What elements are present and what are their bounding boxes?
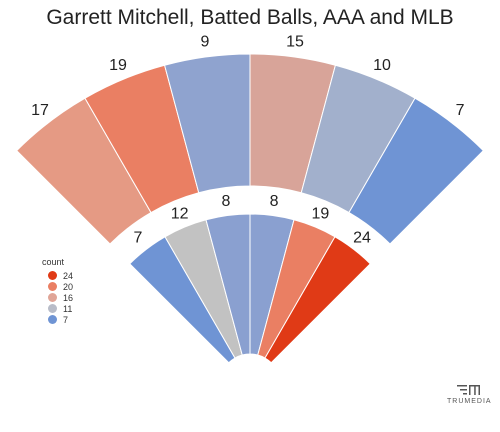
outfield-value-label: 10 (373, 57, 391, 74)
outfield-value-label: 19 (109, 57, 127, 74)
zone-value-labels: 17 19 9 15 10 7 7 12 8 8 19 24 (31, 33, 464, 246)
legend-swatch (48, 304, 57, 313)
infield-value-label: 19 (312, 206, 330, 223)
trumedia-logo-icon (457, 385, 480, 395)
legend-swatch (48, 293, 57, 302)
outfield-value-label: 9 (201, 33, 210, 50)
infield-zone-1b (264, 236, 371, 364)
brand-name: TRUMEDIA (447, 398, 492, 405)
color-legend: count 24 20 16 11 7 (42, 257, 73, 325)
legend-swatch (48, 271, 57, 280)
legend-swatch (48, 315, 57, 324)
legend-label: 16 (63, 292, 74, 303)
infield-value-label: 12 (171, 206, 189, 223)
infield-value-label: 8 (270, 193, 279, 210)
outfield-value-label: 15 (286, 33, 304, 50)
legend-label: 24 (63, 270, 74, 281)
legend-title: count (42, 257, 65, 267)
outfield-zones (15, 53, 485, 245)
legend-label: 7 (63, 314, 69, 325)
legend-label: 20 (63, 281, 74, 292)
outfield-value-label: 7 (456, 102, 465, 119)
chart-title: Garrett Mitchell, Batted Balls, AAA and … (46, 6, 454, 29)
legend-item: 24 (48, 270, 73, 281)
legend-items: 24 20 16 11 7 (48, 270, 73, 325)
legend-item: 20 (48, 281, 73, 292)
trumedia-logo: TRUMEDIA (447, 384, 491, 405)
infield-value-label: 7 (134, 230, 143, 247)
outfield-value-label: 17 (31, 102, 49, 119)
legend-item: 11 (48, 303, 73, 314)
legend-item: 16 (48, 292, 73, 303)
legend-item: 7 (48, 314, 73, 325)
infield-value-label: 8 (222, 193, 231, 210)
legend-label: 11 (63, 303, 73, 314)
infield-zones (129, 213, 371, 364)
infield-value-label: 24 (353, 230, 371, 247)
outfield-zone-rf-line (348, 97, 485, 245)
legend-swatch (48, 282, 57, 291)
